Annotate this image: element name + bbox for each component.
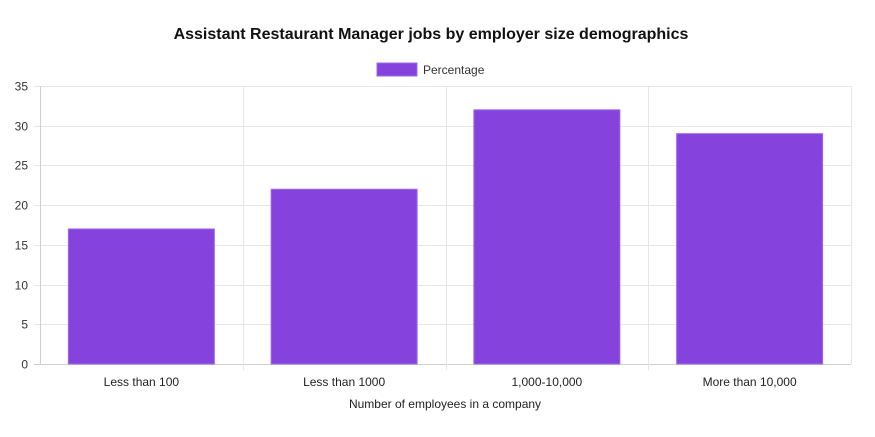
- x-axis-tick-labels: Less than 100 Less than 1000 1,000-10,000 M…: [104, 375, 797, 389]
- x-tick-label: Less than 100: [104, 375, 180, 389]
- y-tick-label: 35: [15, 80, 29, 94]
- legend[interactable]: Percentage: [376, 62, 485, 77]
- y-tick-label: 30: [15, 120, 29, 134]
- y-axis-tick-labels: 0 5 10 15 20 25 30 35: [15, 80, 29, 372]
- x-tick-label: More than 10,000: [703, 375, 797, 389]
- y-tick-label: 25: [15, 159, 29, 173]
- y-tick-label: 5: [21, 318, 28, 332]
- bar[interactable]: [676, 133, 824, 365]
- y-tick-label: 15: [15, 239, 29, 253]
- x-tick-label: Less than 1000: [303, 375, 385, 389]
- chart-title: Assistant Restaurant Manager jobs by emp…: [174, 26, 689, 43]
- legend-swatch-percentage[interactable]: [376, 62, 418, 77]
- bar[interactable]: [270, 188, 418, 365]
- bar[interactable]: [67, 228, 215, 365]
- x-tick-label: 1,000-10,000: [512, 375, 583, 389]
- y-tick-label: 10: [15, 279, 29, 293]
- y-tick-label: 0: [21, 358, 28, 372]
- bar[interactable]: [473, 109, 621, 365]
- x-axis-title: Number of employees in a company: [349, 397, 541, 411]
- legend-label-percentage[interactable]: Percentage: [423, 63, 485, 77]
- y-tick-label: 20: [15, 199, 29, 213]
- bars: [67, 109, 824, 365]
